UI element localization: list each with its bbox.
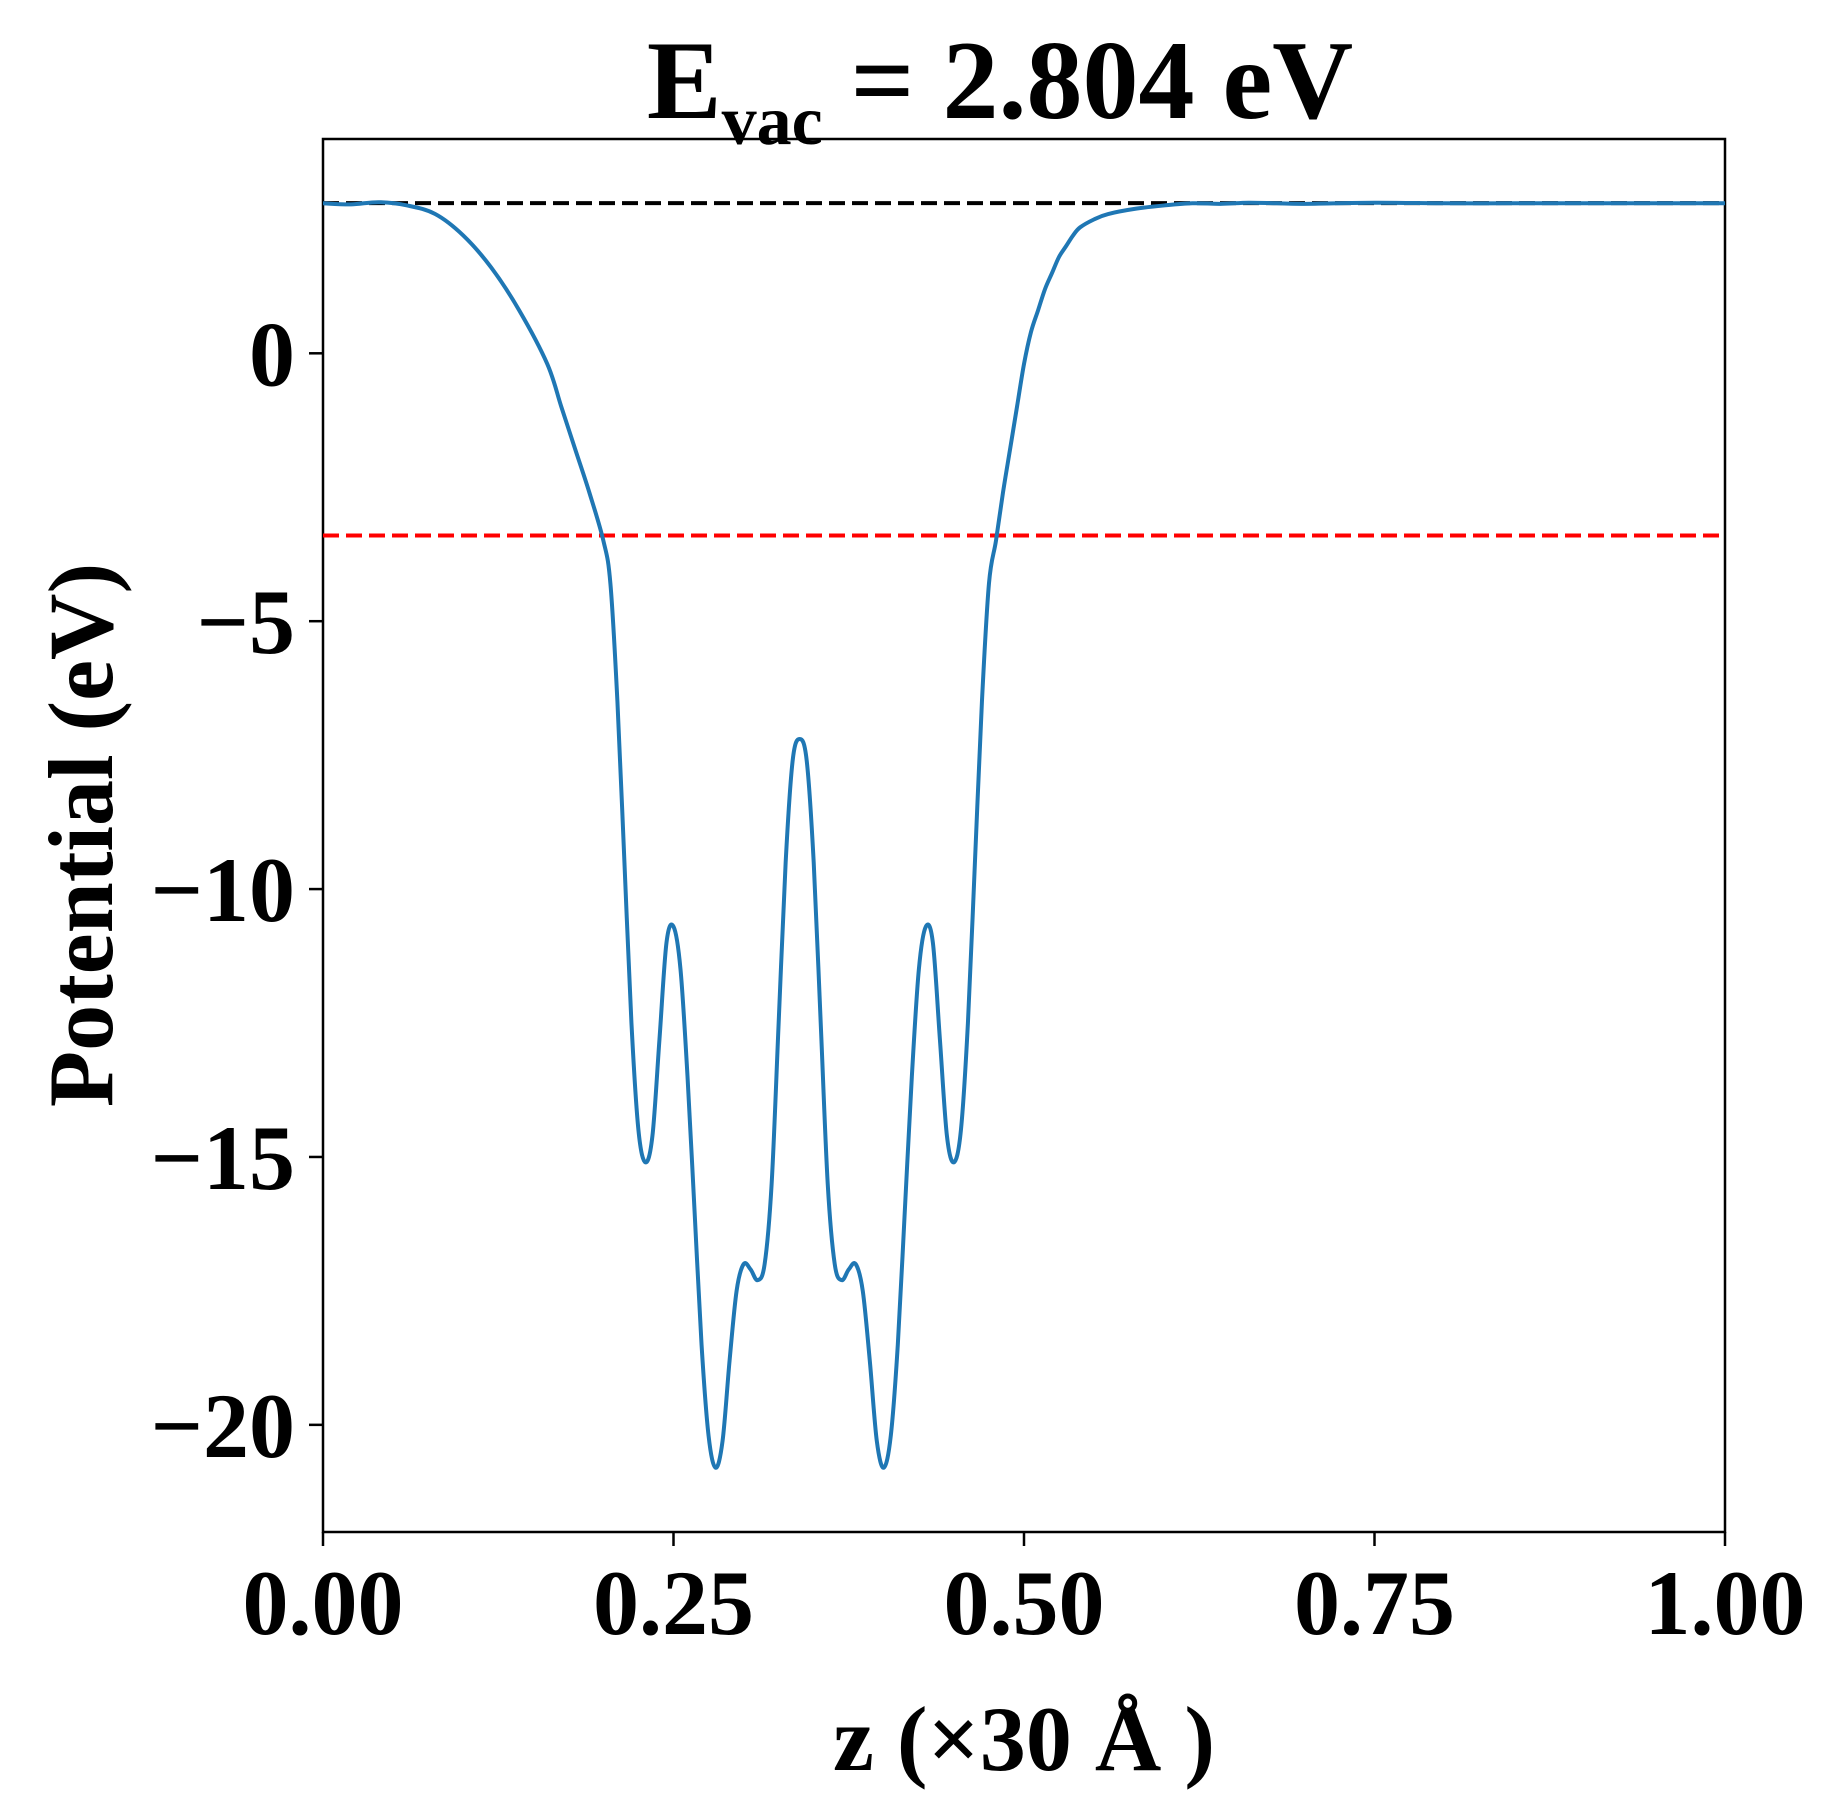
chart-title-main: E [647,19,722,143]
chart-title: Evac = 2.804 eV [647,19,1353,160]
chart-title-rest: = 2.804 eV [823,19,1353,143]
x-tick-label: 1.00 [1645,1552,1806,1654]
x-ticks: 0.00 0.25 0.50 0.75 1.00 [243,1532,1806,1654]
x-tick-label: 0.00 [243,1552,404,1654]
y-tick-label: −10 [151,839,295,941]
x-tick-label: 0.25 [593,1552,754,1654]
series-layer [323,200,1725,1470]
series-line-0 [323,200,1725,1470]
y-tick-label: −5 [197,571,295,673]
y-tick-label: 0 [249,303,295,405]
chart-title-subscript: vac [722,83,823,160]
plot-frame [321,137,1727,1534]
x-tick-label: 0.50 [944,1552,1105,1654]
y-axis-label: Potential (eV) [30,563,132,1107]
y-tick-label: −20 [151,1375,295,1477]
y-tick-label: −15 [151,1107,295,1209]
reference-lines [323,201,1725,538]
y-ticks: 0 −5 −10 −15 −20 [151,303,323,1477]
x-axis-label: z (×30 Å ) [833,1688,1215,1790]
x-tick-label: 0.75 [1294,1552,1455,1654]
